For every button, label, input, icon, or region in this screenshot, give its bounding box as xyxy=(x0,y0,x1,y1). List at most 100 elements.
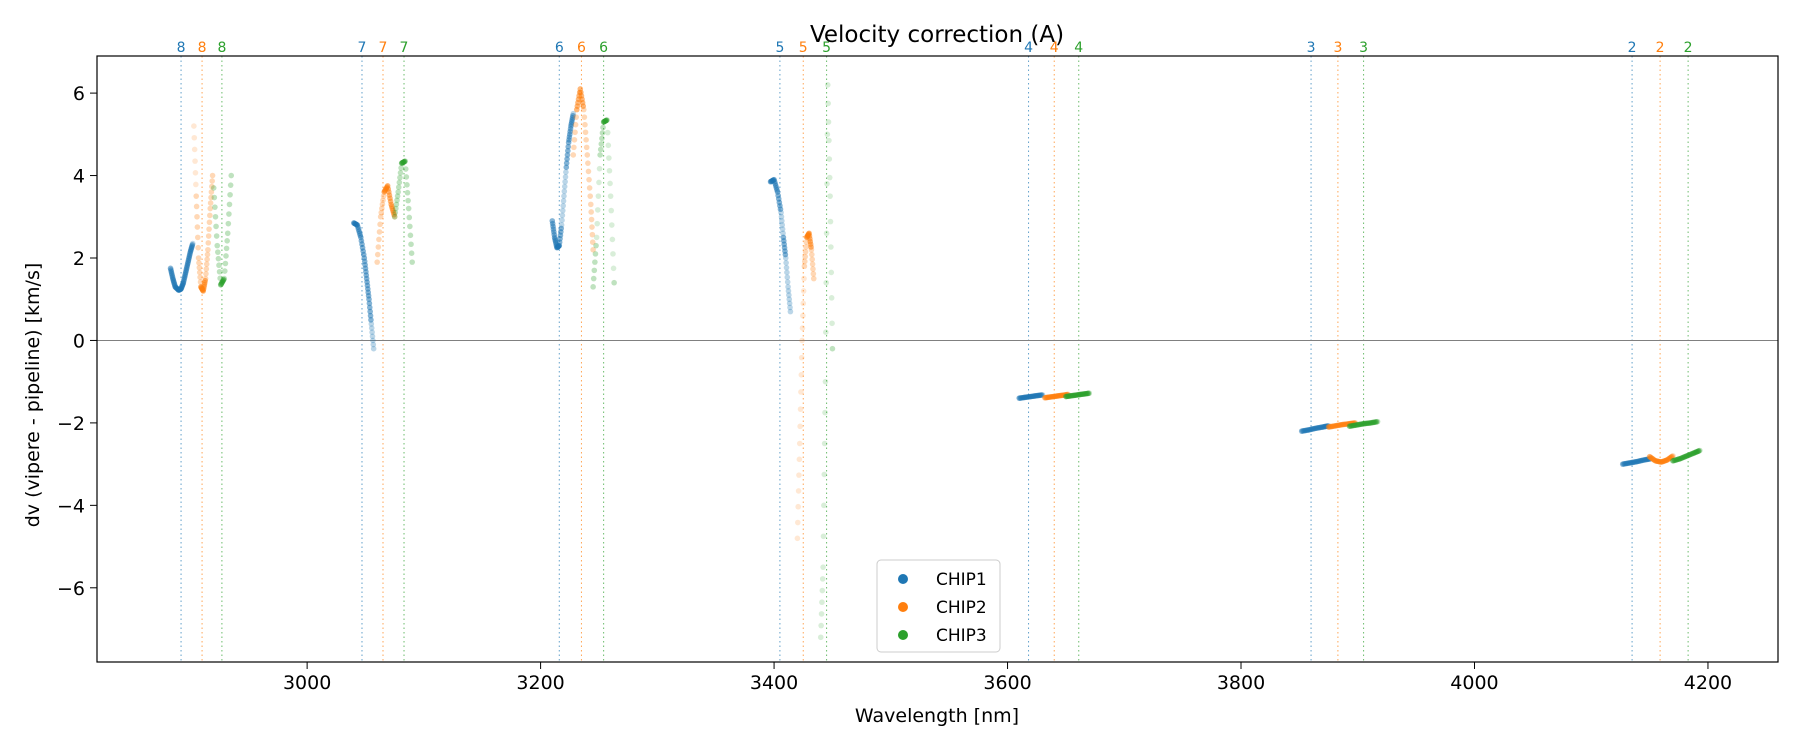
data-point-chip2 xyxy=(206,219,213,226)
data-point-chip3 xyxy=(822,409,828,416)
data-point-chip1 xyxy=(562,174,569,180)
data-point-chip3 xyxy=(212,204,218,210)
y-tick-label: 2 xyxy=(73,248,85,270)
data-point-chip1 xyxy=(562,178,568,185)
data-point-chip3 xyxy=(224,230,231,237)
data-point-chip3 xyxy=(1373,419,1380,425)
data-point-chip2 xyxy=(809,261,816,267)
y-tick-label: −4 xyxy=(57,495,85,517)
data-point-chip2 xyxy=(209,178,215,184)
data-point-chip3 xyxy=(605,142,612,149)
data-point-chip2 xyxy=(589,224,595,230)
data-point-chip2 xyxy=(590,246,596,253)
legend-marker-chip3 xyxy=(898,630,908,640)
data-point-chip2 xyxy=(586,176,592,183)
data-point-chip2 xyxy=(571,144,577,151)
y-tick-label: 0 xyxy=(73,330,85,352)
data-point-chip3 xyxy=(819,576,826,582)
data-point-chip1 xyxy=(563,160,570,166)
data-point-chip2 xyxy=(391,213,398,220)
x-tick-label: 3800 xyxy=(1217,672,1265,694)
data-point-chip2 xyxy=(585,160,591,166)
data-point-chip2 xyxy=(205,246,211,253)
data-point-chip1 xyxy=(559,212,566,219)
data-point-chip3 xyxy=(817,634,824,641)
data-point-chip3 xyxy=(595,193,602,199)
data-point-chip1 xyxy=(783,260,789,266)
data-point-chip3 xyxy=(826,137,832,144)
data-point-chip1 xyxy=(564,156,570,162)
data-point-chip2 xyxy=(196,260,202,266)
data-point-chip2 xyxy=(583,137,589,143)
data-point-chip3 xyxy=(823,329,829,336)
data-point-chip1 xyxy=(783,264,790,271)
data-point-chip1 xyxy=(370,337,376,344)
data-point-chip3 xyxy=(821,471,828,478)
data-point-chip2 xyxy=(207,200,214,206)
data-point-chip3 xyxy=(822,378,829,385)
data-point-chip2 xyxy=(801,263,808,270)
data-point-chip1 xyxy=(368,317,374,323)
data-point-chip3 xyxy=(819,587,826,594)
data-point-chip3 xyxy=(394,193,401,199)
data-point-chip1 xyxy=(560,198,567,204)
data-point-chip1 xyxy=(369,333,376,340)
order-label-chip3-6: 6 xyxy=(599,40,608,56)
data-point-chip2 xyxy=(798,389,804,395)
data-point-chip2 xyxy=(195,255,202,261)
order-label-chip3-8: 8 xyxy=(217,40,226,56)
data-point-chip3 xyxy=(821,502,827,509)
data-point-chip1 xyxy=(779,222,786,228)
data-point-chip3 xyxy=(818,622,824,629)
data-point-chip2 xyxy=(379,205,385,212)
x-tick-label: 4000 xyxy=(1450,672,1498,694)
data-point-chip2 xyxy=(809,251,815,258)
data-point-chip2 xyxy=(194,224,201,230)
data-point-chip2 xyxy=(580,103,587,109)
order-label-chip1-3: 3 xyxy=(1307,40,1316,56)
data-point-chip3 xyxy=(227,182,234,188)
order-label-chip3-7: 7 xyxy=(400,40,409,56)
data-point-chip1 xyxy=(782,251,789,258)
data-point-chip1 xyxy=(784,279,791,285)
data-point-chip2 xyxy=(589,239,596,245)
data-point-chip2 xyxy=(192,158,198,164)
data-point-chip2 xyxy=(796,440,803,447)
data-point-chip2 xyxy=(195,244,201,251)
chart-title: Velocity correction (A) xyxy=(810,22,1064,48)
data-point-chip2 xyxy=(571,137,578,143)
data-point-chip3 xyxy=(596,179,602,186)
data-point-chip2 xyxy=(203,261,210,267)
data-points-layer xyxy=(167,82,1703,641)
data-point-chip3 xyxy=(223,245,230,252)
data-point-chip2 xyxy=(376,229,383,235)
data-point-chip2 xyxy=(584,152,591,158)
data-point-chip1 xyxy=(560,202,566,209)
x-tick-label: 3200 xyxy=(516,672,564,694)
data-point-chip3 xyxy=(398,165,404,171)
data-point-chip3 xyxy=(818,611,825,617)
data-point-chip2 xyxy=(194,234,201,241)
data-point-chip3 xyxy=(827,193,833,199)
data-point-chip1 xyxy=(787,304,793,311)
data-point-chip3 xyxy=(828,244,834,250)
order-label-chip1-8: 8 xyxy=(177,40,186,56)
data-point-chip3 xyxy=(226,201,233,208)
data-point-chip3 xyxy=(397,174,403,181)
data-point-chip3 xyxy=(405,197,411,204)
data-point-chip1 xyxy=(570,112,576,119)
data-point-chip2 xyxy=(191,146,198,153)
data-point-chip2 xyxy=(206,226,212,232)
data-point-chip2 xyxy=(196,264,203,271)
data-point-chip1 xyxy=(779,226,786,232)
data-point-chip1 xyxy=(786,296,793,303)
order-label-chip2-2: 2 xyxy=(1656,40,1665,56)
data-point-chip2 xyxy=(204,256,210,263)
data-point-chip3 xyxy=(401,158,408,165)
data-point-chip2 xyxy=(589,231,596,238)
data-point-chip1 xyxy=(367,308,373,315)
data-point-chip1 xyxy=(563,164,570,171)
data-point-chip3 xyxy=(828,295,835,301)
data-point-chip3 xyxy=(597,146,604,153)
